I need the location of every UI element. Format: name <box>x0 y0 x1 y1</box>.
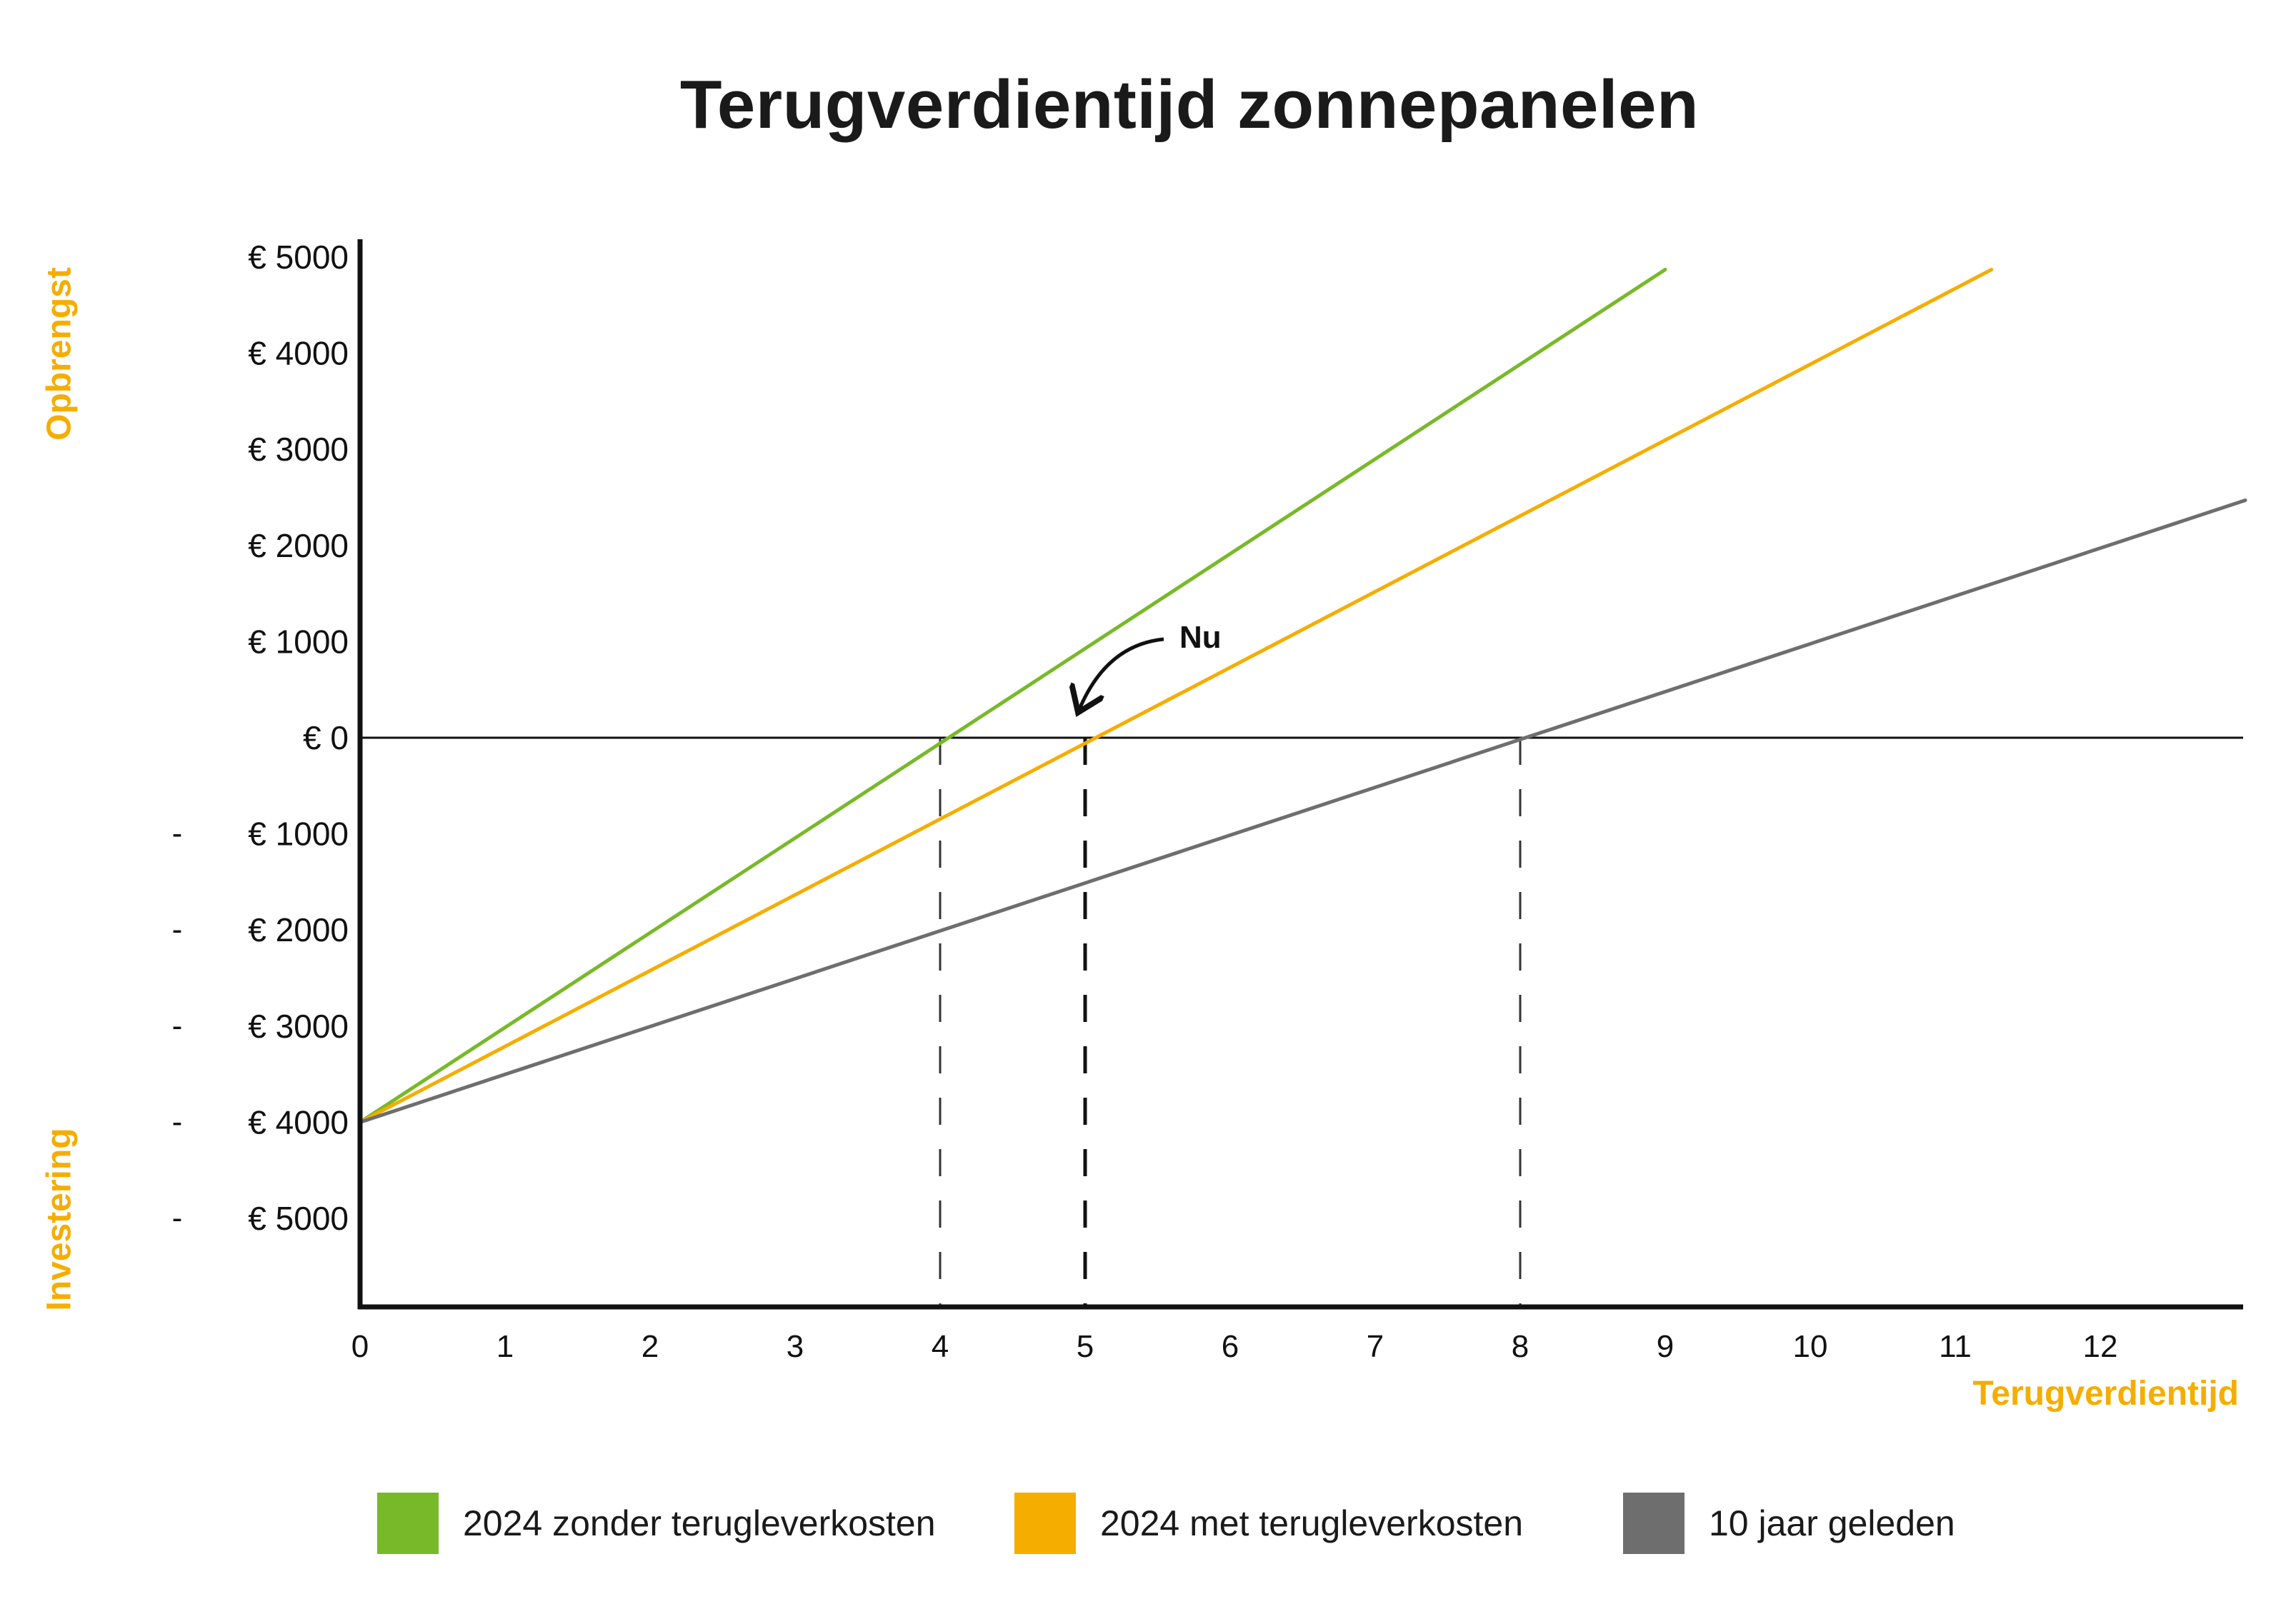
y-tick-label: € 0 <box>303 719 349 756</box>
x-tick-label: 8 <box>1512 1329 1529 1364</box>
x-tick-label: 6 <box>1222 1329 1239 1364</box>
y-tick-label: € 2000 <box>248 911 349 948</box>
x-tick-label: 3 <box>787 1329 804 1364</box>
legend-item-2024-met: 2024 met terugleverkosten <box>1014 1493 1523 1554</box>
x-tick-label: 10 <box>1793 1329 1828 1364</box>
y-tick-minus: - <box>172 816 183 851</box>
y-tick-label: € 5000 <box>248 1200 349 1237</box>
legend-label: 2024 zonder terugleverkosten <box>463 1503 936 1543</box>
x-tick-label: 1 <box>496 1329 514 1364</box>
y-tick-minus: - <box>172 1008 183 1043</box>
legend-label: 2024 met terugleverkosten <box>1100 1503 1524 1543</box>
x-tick-label: 12 <box>2083 1329 2118 1364</box>
y-tick-label: € 1000 <box>248 623 349 660</box>
y-tick-minus: - <box>172 1104 183 1139</box>
y-tick-label: € 5000 <box>248 239 349 276</box>
y-tick-minus: - <box>172 912 183 947</box>
legend: 2024 zonder terugleverkosten 2024 met te… <box>0 1493 2296 1557</box>
series-line-2 <box>358 267 1994 1124</box>
legend-swatch-gray <box>1623 1493 1684 1554</box>
chart-title: Terugverdientijd zonnepanelen <box>679 66 1699 143</box>
y-axis-label-investment: Investering <box>40 1128 79 1311</box>
legend-swatch-orange <box>1014 1493 1076 1554</box>
x-tick-label: 2 <box>642 1329 659 1364</box>
y-axis-label-revenue: Opbrengst <box>40 267 79 441</box>
x-tick-label: 11 <box>1939 1329 1972 1364</box>
y-tick-label: € 4000 <box>248 335 349 372</box>
series-line-3 <box>358 498 2247 1124</box>
legend-label: 10 jaar geleden <box>1709 1503 1955 1543</box>
x-tick-label: 0 <box>351 1329 369 1364</box>
x-tick-label: 4 <box>932 1329 949 1364</box>
legend-item-2024-zonder: 2024 zonder terugleverkosten <box>377 1493 936 1554</box>
x-tick-label: 7 <box>1367 1329 1384 1364</box>
y-tick-label: € 2000 <box>248 527 349 564</box>
y-tick-label: € 3000 <box>248 1008 349 1045</box>
x-tick-label: 9 <box>1657 1329 1674 1364</box>
annotation-label: Nu <box>1179 620 1222 655</box>
legend-item-10-jaar: 10 jaar geleden <box>1623 1493 1955 1554</box>
y-tick-label: € 4000 <box>248 1103 349 1141</box>
x-tick-label: 5 <box>1077 1329 1094 1364</box>
y-tick-label: € 3000 <box>248 431 349 468</box>
annotation-arrow-icon <box>1079 637 1164 709</box>
legend-swatch-green <box>377 1493 439 1554</box>
y-tick-minus: - <box>172 1201 183 1235</box>
x-axis-label: Terugverdientijd <box>1972 1375 2240 1413</box>
series-line-1 <box>358 267 1667 1124</box>
y-tick-label: € 1000 <box>248 816 349 853</box>
